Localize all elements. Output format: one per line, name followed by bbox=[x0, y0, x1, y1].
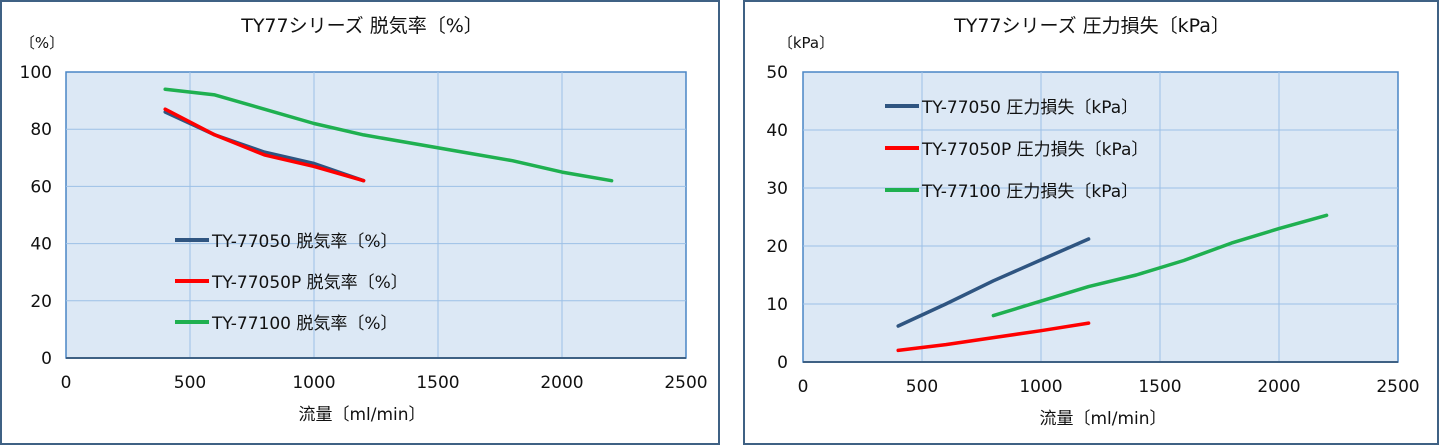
x-tick-label: 0 bbox=[61, 373, 72, 393]
legend-label: TY-77050P 圧力損失〔kPa〕 bbox=[921, 140, 1148, 160]
y-tick-label: 40 bbox=[766, 121, 788, 141]
y-tick-label: 50 bbox=[766, 63, 788, 83]
series-line-2 bbox=[896, 321, 1091, 353]
chart-1: 0 500 1000 1500 2000 2500 0 20 40 60 80 100 TY77シリーズ… bbox=[0, 0, 720, 445]
x-axis-label: 流量〔ml/min〕 bbox=[298, 405, 425, 425]
y-axis-unit: 〔%〕 bbox=[20, 34, 64, 52]
legend-label: TY-77050 圧力損失〔kPa〕 bbox=[921, 98, 1138, 118]
y-tick-label: 0 bbox=[777, 353, 788, 373]
x-axis-label: 流量〔ml/min〕 bbox=[1039, 409, 1166, 429]
y-tick-label: 10 bbox=[766, 295, 788, 315]
plot-area bbox=[65, 71, 687, 359]
y-axis-unit: 〔kPa〕 bbox=[778, 34, 834, 52]
series-line-3 bbox=[163, 87, 614, 183]
x-tick-label: 0 bbox=[798, 377, 809, 397]
x-tick-label: 500 bbox=[174, 373, 206, 393]
y-tick-label: 20 bbox=[30, 292, 52, 312]
chart-2: 0 500 1000 1500 2000 2500 0 10 20 30 40 50 TY77シリーズ … bbox=[743, 0, 1439, 445]
legend-label: TY-77050P 脱気率〔%〕 bbox=[211, 273, 408, 293]
y-tick-label: 60 bbox=[30, 177, 52, 197]
chart-title: TY77シリーズ 圧力損失〔kPa〕 bbox=[953, 15, 1230, 37]
y-tick-label: 0 bbox=[41, 349, 52, 369]
y-tick-label: 30 bbox=[766, 179, 788, 199]
series-line-1 bbox=[896, 237, 1091, 328]
y-tick-label: 100 bbox=[20, 63, 52, 83]
x-tick-label: 1500 bbox=[1138, 377, 1181, 397]
x-tick-label: 1000 bbox=[1019, 377, 1062, 397]
x-tick-label: 2500 bbox=[664, 373, 707, 393]
y-tick-label: 80 bbox=[30, 120, 52, 140]
x-tick-label: 500 bbox=[906, 377, 938, 397]
series-line-3 bbox=[991, 213, 1329, 318]
plot-area bbox=[802, 71, 1399, 363]
x-tick-label: 1500 bbox=[416, 373, 459, 393]
y-tick-label: 40 bbox=[30, 235, 52, 255]
chart-title: TY77シリーズ 脱気率〔%〕 bbox=[240, 15, 483, 37]
x-tick-label: 1000 bbox=[292, 373, 335, 393]
legend-label: TY-77100 圧力損失〔kPa〕 bbox=[921, 182, 1138, 202]
x-tick-label: 2500 bbox=[1376, 377, 1419, 397]
x-tick-label: 2000 bbox=[1257, 377, 1300, 397]
series-line-2 bbox=[163, 107, 366, 183]
legend-label: TY-77050 脱気率〔%〕 bbox=[211, 232, 398, 252]
y-tick-label: 20 bbox=[766, 237, 788, 257]
legend-label: TY-77100 脱気率〔%〕 bbox=[211, 314, 398, 334]
x-tick-label: 2000 bbox=[540, 373, 583, 393]
